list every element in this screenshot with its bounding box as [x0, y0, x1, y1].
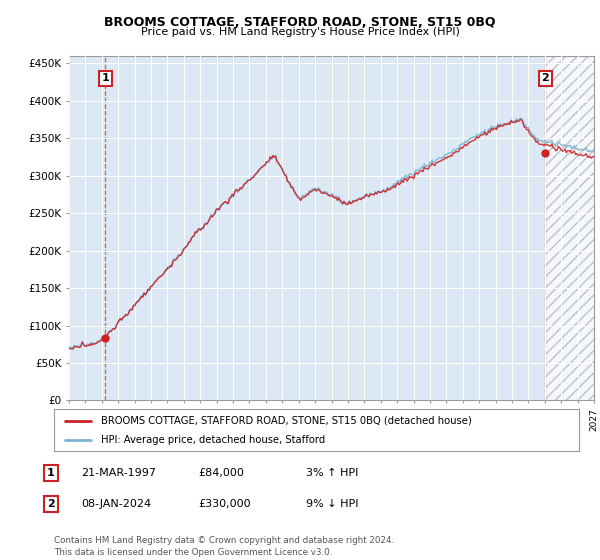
- Text: £84,000: £84,000: [198, 468, 244, 478]
- Text: 9% ↓ HPI: 9% ↓ HPI: [306, 499, 359, 509]
- Text: Contains HM Land Registry data © Crown copyright and database right 2024.
This d: Contains HM Land Registry data © Crown c…: [54, 536, 394, 557]
- Text: BROOMS COTTAGE, STAFFORD ROAD, STONE, ST15 0BQ (detached house): BROOMS COTTAGE, STAFFORD ROAD, STONE, ST…: [101, 416, 472, 426]
- Text: HPI: Average price, detached house, Stafford: HPI: Average price, detached house, Staf…: [101, 435, 325, 445]
- Text: 1: 1: [101, 73, 109, 83]
- Text: 2: 2: [47, 499, 55, 509]
- Bar: [545, 56, 594, 400]
- Text: 2: 2: [541, 73, 549, 83]
- Text: £330,000: £330,000: [198, 499, 251, 509]
- Text: Price paid vs. HM Land Registry's House Price Index (HPI): Price paid vs. HM Land Registry's House …: [140, 27, 460, 37]
- Text: BROOMS COTTAGE, STAFFORD ROAD, STONE, ST15 0BQ: BROOMS COTTAGE, STAFFORD ROAD, STONE, ST…: [104, 16, 496, 29]
- Text: 08-JAN-2024: 08-JAN-2024: [81, 499, 151, 509]
- Text: 21-MAR-1997: 21-MAR-1997: [81, 468, 156, 478]
- Text: 1: 1: [47, 468, 55, 478]
- Text: 3% ↑ HPI: 3% ↑ HPI: [306, 468, 358, 478]
